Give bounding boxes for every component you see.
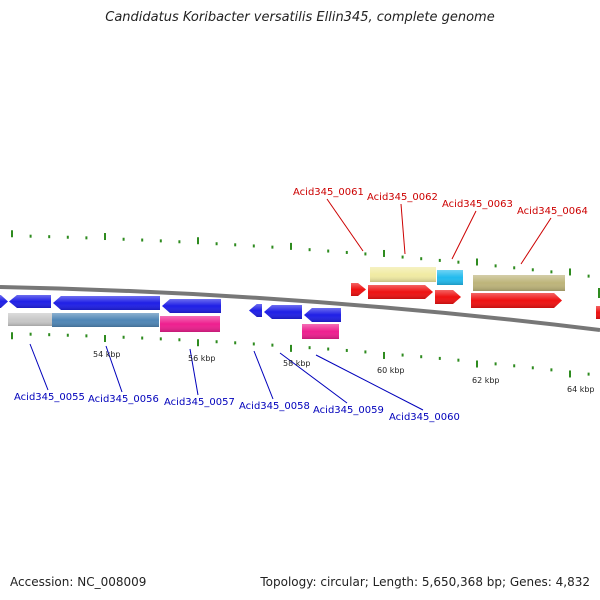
- gene-label-reverse: Acid345_0056: [88, 394, 159, 405]
- gene-label-forward: Acid345_0061: [293, 187, 364, 198]
- leader-line-reverse: [189, 348, 199, 396]
- gene-label-reverse: Acid345_0058: [239, 401, 310, 412]
- gene-arrow-forward-shading: [368, 285, 433, 299]
- feature-band-shading: [52, 313, 159, 327]
- gene-label-reverse: Acid345_0057: [164, 397, 235, 408]
- scale-label: 60 kbp: [377, 366, 405, 375]
- feature-band: [598, 288, 600, 298]
- gene-label-reverse: Acid345_0059: [313, 405, 384, 416]
- genome-summary-text: Topology: circular; Length: 5,650,368 bp…: [260, 575, 590, 589]
- leader-line-reverse: [105, 345, 123, 393]
- leader-line-reverse: [315, 354, 424, 411]
- gene-arrow-reverse-shading: [249, 304, 262, 317]
- feature-band-shading: [160, 316, 220, 332]
- scale-label: 62 kbp: [472, 376, 500, 385]
- leader-line-reverse: [253, 350, 274, 400]
- gene-label-reverse: Acid345_0060: [389, 412, 460, 423]
- feature-band-shading: [437, 270, 463, 285]
- outer-tick-marks: [11, 230, 590, 278]
- gene-arrow-forward-shading: [596, 306, 600, 319]
- feature-band-shading: [302, 324, 339, 339]
- gene-arrow-reverse-shading: [264, 305, 302, 319]
- scale-label: 56 kbp: [188, 354, 216, 363]
- gene-label-forward: Acid345_0063: [442, 199, 513, 210]
- inner-tick-marks: [11, 332, 590, 378]
- leader-line-reverse: [29, 343, 49, 391]
- gene-arrow-forward-shading: [351, 283, 366, 296]
- gene-labels: Acid345_0061 Acid345_0062 Acid345_0063 Acid…: [14, 187, 588, 423]
- gene-arrow-reverse-shading: [162, 299, 221, 313]
- gene-arrow-reverse-shading: [53, 296, 160, 310]
- feature-band-shading: [370, 267, 436, 282]
- genome-backbone: [0, 285, 600, 332]
- label-leader-lines: [29, 198, 552, 411]
- gene-arrow-reverse-shading: [304, 308, 341, 322]
- leader-line-forward: [400, 203, 406, 255]
- gene-label-forward: Acid345_0064: [517, 206, 588, 217]
- map-title: Candidatus Koribacter versatilis Ellin34…: [105, 10, 495, 25]
- scale-label: 58 kbp: [283, 359, 311, 368]
- feature-band-shading: [8, 313, 52, 326]
- gene-label-reverse: Acid345_0055: [14, 392, 85, 403]
- accession-text: Accession: NC_008009: [10, 575, 147, 589]
- scale-label: 64 kbp: [567, 385, 595, 394]
- leader-line-forward: [451, 210, 477, 260]
- gene-arrow-forward-shading: [471, 293, 562, 308]
- gene-arrow-reverse-shading: [9, 295, 51, 308]
- leader-line-forward: [326, 198, 364, 252]
- gene-arrow-forward-shading: [435, 290, 461, 304]
- gene-label-forward: Acid345_0062: [367, 192, 438, 203]
- feature-bands: [8, 267, 600, 339]
- gene-arrow-reverse-shading: [0, 295, 8, 308]
- leader-line-reverse: [279, 352, 348, 404]
- gene-arrows: [0, 283, 600, 322]
- feature-band-shading: [473, 275, 565, 291]
- leader-line-forward: [520, 217, 552, 265]
- scale-labels: 54 kbp 56 kbp 58 kbp 60 kbp 62 kbp 64 kbp: [93, 350, 595, 394]
- scale-label: 54 kbp: [93, 350, 121, 359]
